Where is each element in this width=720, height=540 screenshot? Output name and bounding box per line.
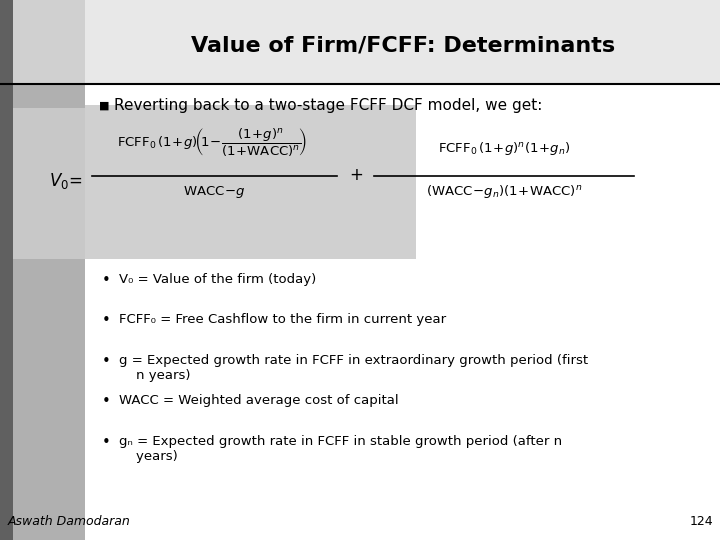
FancyBboxPatch shape [0,0,13,540]
Text: $V_0\!=\!$: $V_0\!=\!$ [49,171,84,191]
Text: $\mathrm{FCFF}_0\,(1\!+\!g)\!\left(\!1\!-\!\dfrac{(1\!+\!g)^n}{(1\!+\!\mathrm{WA: $\mathrm{FCFF}_0\,(1\!+\!g)\!\left(\!1\!… [117,127,307,159]
Text: Reverting back to a two-stage FCFF DCF model, we get:: Reverting back to a two-stage FCFF DCF m… [114,98,542,113]
Text: $+$: $+$ [349,166,364,185]
FancyBboxPatch shape [13,0,85,540]
Text: $(\mathrm{WACC}\!-\!g_n)(1\!+\!\mathrm{WACC})^n$: $(\mathrm{WACC}\!-\!g_n)(1\!+\!\mathrm{W… [426,183,582,200]
Text: $\mathrm{WACC}\!-\!g$: $\mathrm{WACC}\!-\!g$ [184,184,246,200]
Text: gₙ = Expected growth rate in FCFF in stable growth period (after n
    years): gₙ = Expected growth rate in FCFF in sta… [119,435,562,463]
Text: •: • [102,394,111,409]
Text: V₀ = Value of the firm (today): V₀ = Value of the firm (today) [119,273,316,286]
Text: $\mathrm{FCFF}_0\,(1\!+\!g)^n(1\!+\!g_n)$: $\mathrm{FCFF}_0\,(1\!+\!g)^n(1\!+\!g_n)… [438,140,570,157]
FancyBboxPatch shape [13,108,85,259]
Text: •: • [102,435,111,450]
Text: g = Expected growth rate in FCFF in extraordinary growth period (first
    n yea: g = Expected growth rate in FCFF in extr… [119,354,588,382]
Text: Aswath Damodaran: Aswath Damodaran [7,515,130,528]
Text: FCFF₀ = Free Cashflow to the firm in current year: FCFF₀ = Free Cashflow to the firm in cur… [119,313,446,326]
FancyBboxPatch shape [85,0,720,84]
Text: ■: ■ [99,100,110,110]
Text: •: • [102,354,111,369]
Text: Value of Firm/FCFF: Determinants: Value of Firm/FCFF: Determinants [191,36,616,56]
FancyBboxPatch shape [85,105,416,259]
FancyBboxPatch shape [13,0,85,84]
Text: WACC = Weighted average cost of capital: WACC = Weighted average cost of capital [119,394,398,407]
Text: •: • [102,313,111,328]
Text: 124: 124 [689,515,713,528]
Text: •: • [102,273,111,288]
